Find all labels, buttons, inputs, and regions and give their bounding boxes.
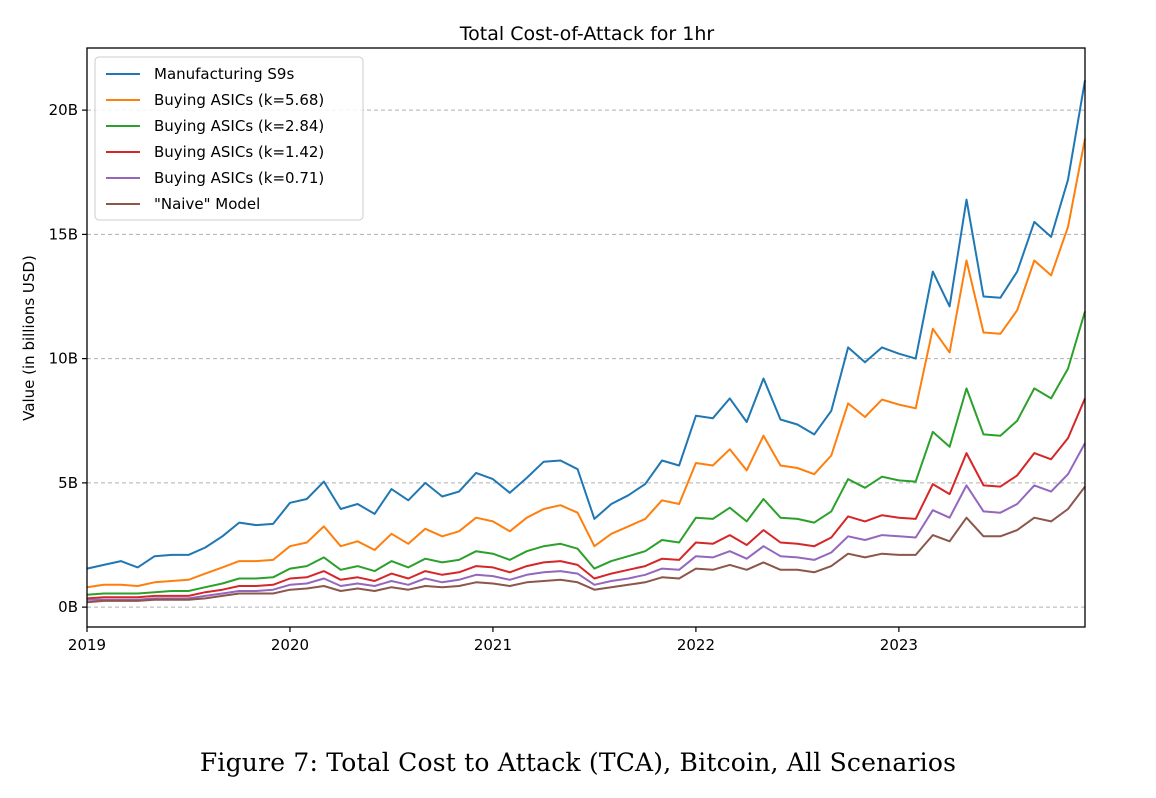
legend-label-5: "Naive" Model — [154, 195, 260, 213]
y-tick-label: 0B — [58, 598, 78, 616]
y-tick-label: 5B — [58, 474, 78, 492]
series-line-4 — [87, 442, 1086, 601]
series-line-1 — [86, 138, 1086, 589]
legend-label-4: Buying ASICs (k=0.71) — [154, 169, 324, 187]
y-tick-label: 15B — [49, 225, 78, 243]
series-line-3 — [86, 398, 1086, 600]
legend-label-1: Buying ASICs (k=5.68) — [154, 91, 324, 109]
series-line-0 — [86, 80, 1086, 570]
series-line-5 — [86, 485, 1086, 604]
chart-title: Total Cost-of-Attack for 1hr — [459, 23, 715, 45]
x-axis: 2019 2020 2021 2022 2023 — [68, 627, 918, 654]
x-tick-label: 2022 — [677, 636, 715, 654]
grid-lines — [87, 109, 1085, 608]
legend-box — [94, 56, 364, 221]
plot-frame — [86, 47, 1086, 628]
x-tick-label: 2023 — [880, 636, 918, 654]
x-tick-label: 2020 — [271, 636, 309, 654]
y-axis: 0B 5B 10B 15B 20B — [49, 101, 87, 616]
legend-label-3: Buying ASICs (k=1.42) — [154, 143, 324, 161]
legend-label-0: Manufacturing S9s — [154, 65, 294, 83]
x-tick-label: 2019 — [68, 636, 106, 654]
chart: Total Cost-of-Attack for 1hr 2019 2020 202… — [20, 23, 1086, 654]
legend: Manufacturing S9s Buying ASICs (k=5.68) Bu… — [94, 56, 364, 221]
y-axis-label: Value (in billions USD) — [20, 255, 38, 421]
x-tick-label: 2021 — [474, 636, 512, 654]
legend-label-2: Buying ASICs (k=2.84) — [154, 117, 324, 135]
series-lines — [86, 80, 1086, 604]
series-line-2 — [86, 311, 1086, 596]
y-tick-label: 20B — [49, 101, 78, 119]
figure-caption: Figure 7: Total Cost to Attack (TCA), Bi… — [199, 748, 957, 777]
y-tick-label: 10B — [49, 350, 78, 368]
